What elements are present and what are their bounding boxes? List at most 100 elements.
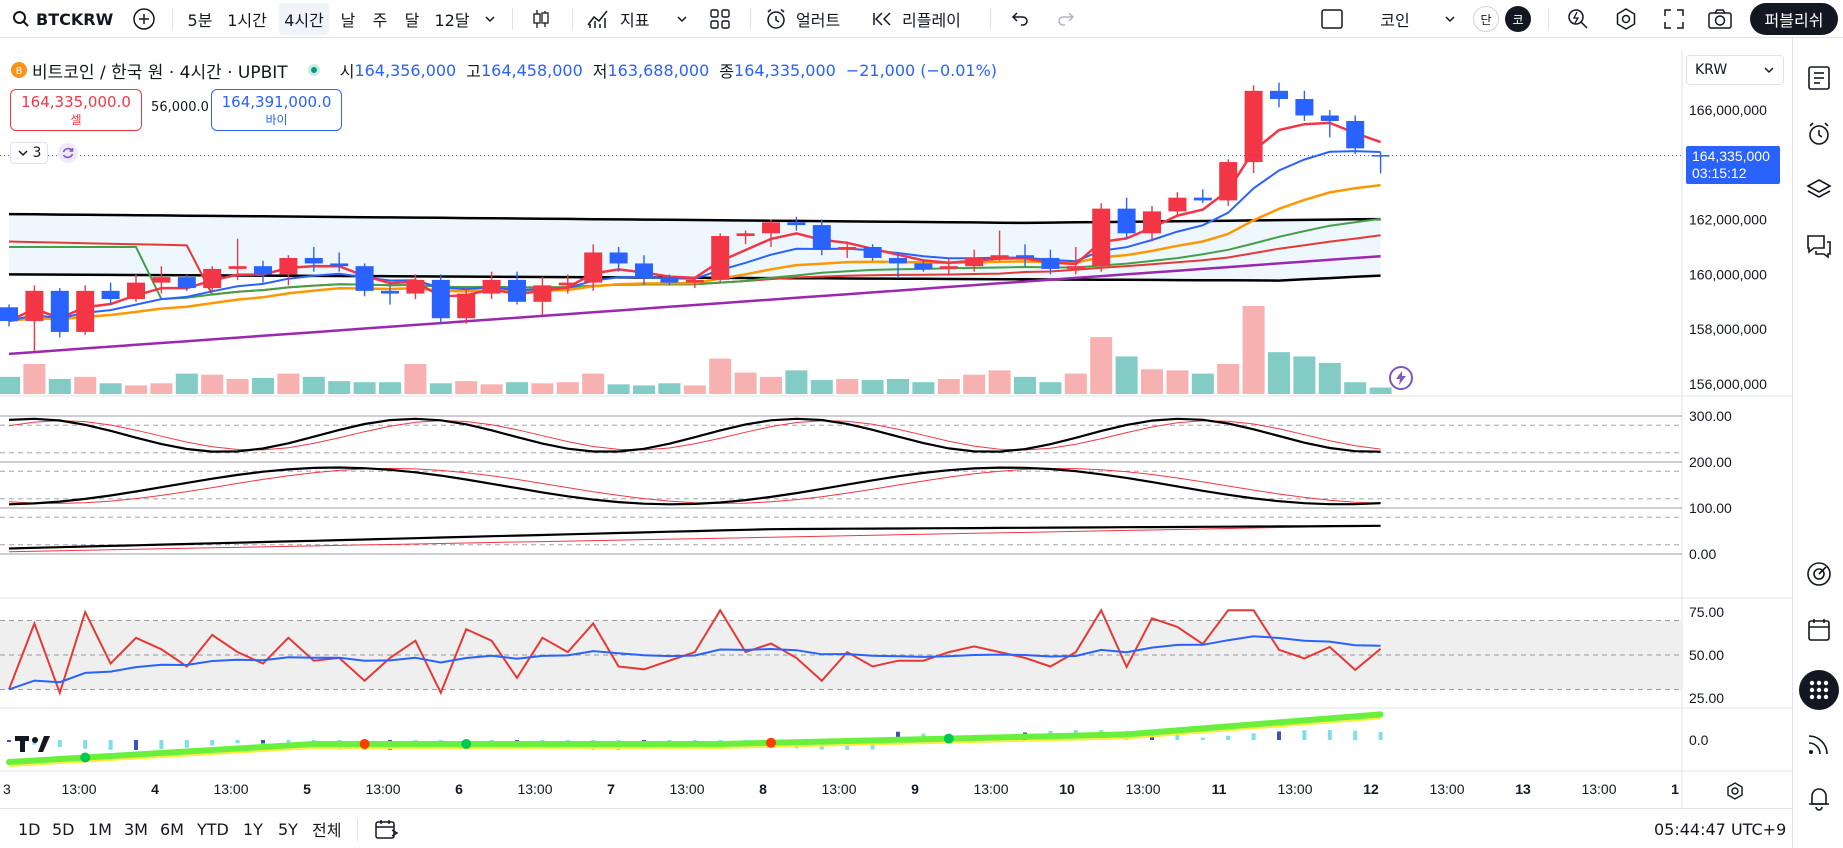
compare-symbol-button[interactable] xyxy=(128,3,160,35)
candle-body xyxy=(584,252,603,283)
replay-button[interactable]: 리플레이 xyxy=(872,3,978,35)
event-badge[interactable] xyxy=(1389,366,1413,390)
quick-search-button[interactable] xyxy=(1562,3,1594,35)
interval-5m[interactable]: 5분 xyxy=(187,11,213,30)
undo-button[interactable] xyxy=(1004,3,1036,35)
volume-bar xyxy=(1014,376,1036,394)
apps-button[interactable] xyxy=(1799,670,1839,710)
replay-icon xyxy=(872,9,894,29)
fullscreen-button[interactable] xyxy=(1658,3,1690,35)
notifications-button[interactable] xyxy=(1803,782,1835,814)
volume-bar xyxy=(810,380,833,394)
time-axis-label: 13:00 xyxy=(1581,781,1616,797)
market-status-dot[interactable] xyxy=(307,64,320,76)
top-toolbar: BTCKRW 5분 1시간 4시간 날 주 달 12달 지표 xyxy=(0,0,1843,38)
candle-body xyxy=(1041,257,1060,269)
candle-body xyxy=(152,277,171,283)
candle-body xyxy=(711,236,730,280)
clock-timezone[interactable]: 05:44:47 UTC+9 xyxy=(1654,819,1787,839)
osc-histogram-bar xyxy=(57,740,62,747)
coin-dropdown[interactable] xyxy=(1438,3,1462,35)
osc-histogram-bar xyxy=(108,740,113,750)
unit-toggle[interactable]: 단 코 xyxy=(1470,3,1534,35)
close-value: 164,335,000 xyxy=(734,60,836,80)
rsi-axis-label: 50.00 xyxy=(1689,647,1724,663)
currency-select[interactable]: KRW xyxy=(1686,55,1784,85)
publish-button[interactable]: 퍼블리쉬 xyxy=(1750,3,1838,35)
stream-button[interactable] xyxy=(1803,728,1835,760)
volume-bar xyxy=(1217,363,1240,394)
volume-bar xyxy=(734,372,757,394)
coin-label[interactable]: 코인 xyxy=(1380,11,1410,30)
interval-day[interactable]: 날 xyxy=(340,11,356,30)
volume-bar xyxy=(658,383,681,394)
layout-button[interactable] xyxy=(1316,3,1348,35)
rsi-pane xyxy=(0,608,1682,696)
calendar-button[interactable] xyxy=(1803,614,1835,646)
alert-label: 얼러트 xyxy=(796,11,841,30)
chart-title[interactable]: 비트코인 / 한국 원 · 4시간 · UPBIT xyxy=(32,62,288,83)
high-key: 고 xyxy=(466,62,481,81)
chat-icon xyxy=(1805,233,1833,259)
indicator-count: 3 xyxy=(32,145,42,161)
snapshot-button[interactable] xyxy=(1704,3,1736,35)
goto-date-button[interactable] xyxy=(374,817,400,841)
alert-button[interactable]: 얼러트 xyxy=(764,3,860,35)
watchlist-button[interactable] xyxy=(1803,62,1835,94)
interval-dropdown[interactable] xyxy=(478,3,502,35)
volume-bar xyxy=(1369,387,1392,394)
interval-4h[interactable]: 4시간 xyxy=(279,3,329,35)
range-6m[interactable]: 6M xyxy=(160,819,184,839)
interval-week[interactable]: 주 xyxy=(372,11,388,30)
osc-histogram-bar xyxy=(210,740,215,746)
range-5d[interactable]: 5D xyxy=(52,819,75,839)
templates-button[interactable] xyxy=(704,3,736,35)
osc-signal-dot xyxy=(359,739,370,749)
osc-histogram-bar xyxy=(83,740,88,749)
range-1d[interactable]: 1D xyxy=(18,819,41,839)
volume-bar xyxy=(861,380,884,394)
candle-body xyxy=(482,279,501,294)
toggle-option-right[interactable]: 코 xyxy=(1505,6,1531,32)
time-axis-label: 13 xyxy=(1515,781,1531,797)
rsi-axis-label: 25.00 xyxy=(1689,690,1724,706)
redo-button[interactable] xyxy=(1050,3,1082,35)
buy-button[interactable]: 164,391,000.0 바이 xyxy=(211,89,342,131)
trading-panel-button[interactable] xyxy=(1803,558,1835,590)
candle-body xyxy=(508,279,526,302)
chat-button[interactable] xyxy=(1803,230,1835,262)
range-ytd[interactable]: YTD xyxy=(197,819,229,839)
time-axis-settings-button[interactable] xyxy=(1723,779,1747,803)
range-3m[interactable]: 3M xyxy=(124,819,148,839)
indicators-dropdown[interactable] xyxy=(670,3,694,35)
range-1m[interactable]: 1M xyxy=(88,819,112,839)
buy-label: 바이 xyxy=(265,112,288,127)
indicators-button[interactable]: 지표 xyxy=(586,3,668,35)
interval-12month[interactable]: 12달 xyxy=(434,11,470,30)
range-all[interactable]: 전체 xyxy=(312,821,342,840)
candle-body xyxy=(457,293,476,319)
interval-month[interactable]: 달 xyxy=(404,11,420,30)
toggle-option-left[interactable]: 단 xyxy=(1473,6,1499,32)
chart-canvas[interactable]: 166,000,000164,000,000162,000,000160,000… xyxy=(0,0,1792,848)
range-1y[interactable]: 1Y xyxy=(243,819,263,839)
indicator-collapse-button[interactable]: 3 xyxy=(10,142,48,164)
osc-histogram-bar xyxy=(1353,730,1358,740)
calendar-range-icon xyxy=(374,818,400,840)
interval-1h[interactable]: 1시간 xyxy=(227,11,267,30)
chart-type-button[interactable] xyxy=(526,3,556,35)
toolbar-divider xyxy=(990,8,991,30)
close-key: 종 xyxy=(719,62,735,81)
sync-indicator[interactable] xyxy=(58,143,78,163)
axis-layer: 166,000,000164,000,000162,000,000160,000… xyxy=(3,102,1767,797)
range-5y[interactable]: 5Y xyxy=(278,819,298,839)
candle-body xyxy=(660,277,679,283)
volume-bar xyxy=(429,383,452,394)
osc-histogram-bar xyxy=(1378,731,1383,740)
object-tree-button[interactable] xyxy=(1803,174,1835,206)
alerts-panel-button[interactable] xyxy=(1803,118,1835,150)
sell-button[interactable]: 164,335,000.0 셀 xyxy=(10,89,142,131)
symbol-search[interactable]: BTCKRW xyxy=(4,3,114,35)
tradingview-logo[interactable] xyxy=(14,734,54,758)
settings-button[interactable] xyxy=(1610,3,1642,35)
